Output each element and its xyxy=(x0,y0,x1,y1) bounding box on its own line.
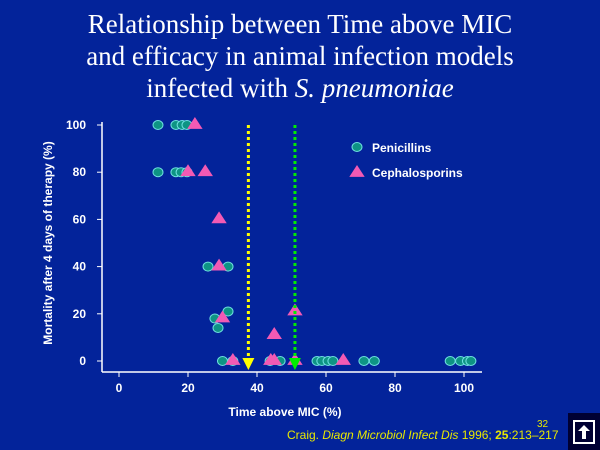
penicillin-point xyxy=(358,356,370,366)
cephalosporin-point xyxy=(266,327,282,339)
cephalosporin-point xyxy=(287,303,303,316)
y-tick-label: 100 xyxy=(66,118,86,132)
legend-cephalosporins-label: Cephalosporins xyxy=(372,166,463,180)
y-axis-label: Mortality after 4 days of therapy (%) xyxy=(41,141,55,344)
title-line-3: infected with S. pneumoniae xyxy=(0,72,600,104)
penicillin-point xyxy=(202,261,214,272)
penicillin-point xyxy=(465,356,477,366)
cephalosporin-point xyxy=(187,117,203,129)
citation-journal: Diagn Microbiol Infect Dis xyxy=(322,428,459,442)
x-tick-label: 60 xyxy=(319,381,333,395)
title-line-1: Relationship between Time above MIC xyxy=(87,9,513,39)
title-line-3-prefix: infected with xyxy=(146,73,295,103)
y-tick-label: 0 xyxy=(79,354,86,368)
x-tick-label: 20 xyxy=(181,381,195,395)
citation-volume: 25 xyxy=(495,428,509,442)
citation: Craig. Diagn Microbiol Infect Dis 1996; … xyxy=(287,428,559,442)
citation-pages: :213–217 xyxy=(508,428,559,442)
cephalosporin-point xyxy=(335,353,351,365)
legend-penicillins-marker xyxy=(351,142,363,152)
y-tick-label: 60 xyxy=(73,212,87,226)
cephalosporin-point xyxy=(211,258,227,271)
title-organism: S. pneumoniae xyxy=(294,73,454,103)
x-tick-label: 100 xyxy=(454,381,474,395)
slide-title: Relationship between Time above MIC and … xyxy=(0,8,600,104)
cephalosporin-point xyxy=(214,310,231,323)
citation-year: 1996; xyxy=(458,428,496,442)
page-number: 32 xyxy=(537,419,549,430)
return-button[interactable] xyxy=(568,413,600,450)
yellow-threshold-arrow-icon xyxy=(242,358,255,370)
axes: 0 20 40 60 80 100 0 20 40 60 80 100 xyxy=(66,118,482,395)
legend: Penicillins Cephalosporins xyxy=(349,141,463,180)
x-tick-label: 40 xyxy=(250,381,264,395)
y-tick-label: 40 xyxy=(73,260,87,274)
penicillin-point xyxy=(152,167,164,178)
y-tick-label: 80 xyxy=(73,165,87,179)
title-line-2: and efficacy in animal infection models xyxy=(86,41,514,71)
data-marks xyxy=(152,117,477,370)
x-tick-label: 80 xyxy=(388,381,402,395)
green-threshold-arrow-icon xyxy=(288,358,301,370)
legend-cephalosporins-marker xyxy=(349,165,365,177)
cephalosporin-point xyxy=(180,164,196,177)
return-arrow-icon xyxy=(573,419,595,444)
penicillin-point xyxy=(444,356,456,366)
penicillin-point xyxy=(212,322,224,333)
x-tick-label: 0 xyxy=(116,381,123,395)
penicillin-point xyxy=(152,120,164,130)
legend-penicillins-label: Penicillins xyxy=(372,141,432,155)
citation-author: Craig. xyxy=(287,428,323,442)
penicillin-point xyxy=(327,356,339,366)
y-tick-label: 20 xyxy=(73,307,87,321)
x-axis-label: Time above MIC (%) xyxy=(228,405,341,419)
cephalosporin-point xyxy=(211,211,227,224)
penicillin-point xyxy=(368,356,380,366)
cephalosporin-point xyxy=(197,164,213,177)
cephalosporin-point xyxy=(266,353,282,365)
cephalosporin-point xyxy=(225,353,241,365)
